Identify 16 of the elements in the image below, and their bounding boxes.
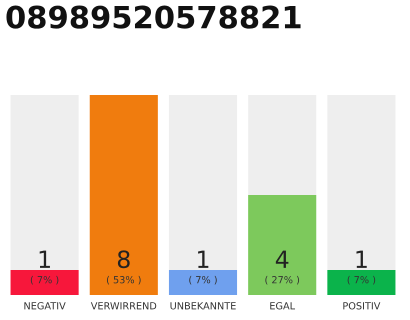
x-tick-label: VERWIRREND: [90, 302, 156, 310]
data-label: 1: [198, 250, 208, 268]
data-label: 4: [276, 250, 288, 268]
data-label: 1: [40, 250, 50, 268]
x-tick-label: EGAL: [270, 302, 296, 310]
annotation: ( 7% ): [30, 276, 58, 285]
chart-title: 08989520578821: [6, 6, 301, 29]
annotation: ( 53% ): [106, 276, 141, 285]
x-tick-label: POSITIV: [343, 302, 380, 310]
annotation: ( 7% ): [348, 276, 376, 285]
annotation: ( 7% ): [189, 276, 217, 285]
annotation: ( 27% ): [265, 276, 300, 285]
x-tick-label: NEGATIV: [24, 302, 66, 310]
data-label: 8: [118, 250, 130, 268]
x-tick-label: UNBEKANNTE: [170, 302, 236, 310]
data-label: 1: [356, 250, 367, 268]
